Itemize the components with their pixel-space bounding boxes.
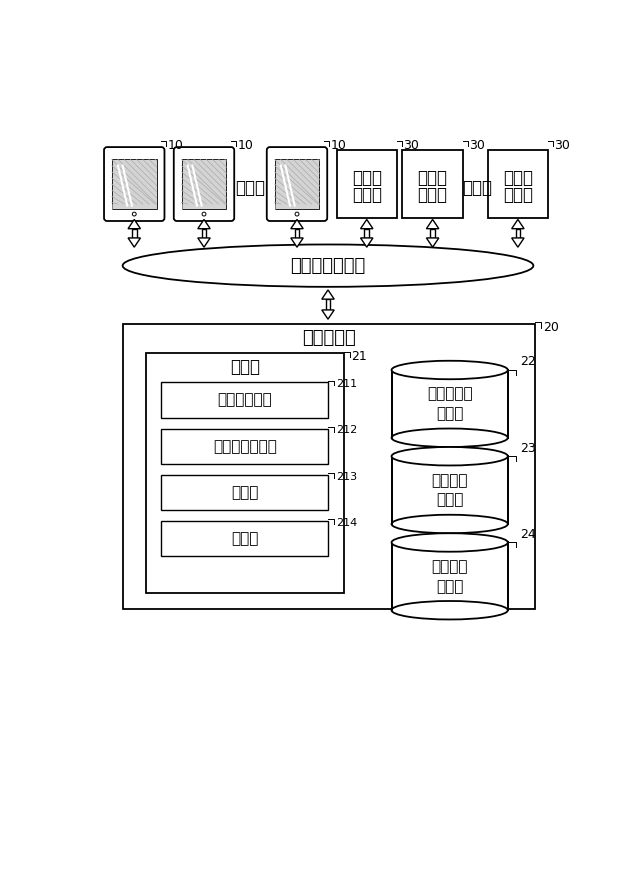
Polygon shape: [426, 238, 439, 247]
Text: カレンダ管理部: カレンダ管理部: [212, 439, 276, 454]
Text: ゲーム: ゲーム: [352, 169, 381, 187]
Polygon shape: [426, 219, 439, 228]
Text: 通知部: 通知部: [231, 485, 259, 500]
Text: 制御部: 制御部: [230, 358, 260, 376]
Polygon shape: [511, 219, 524, 228]
Polygon shape: [360, 238, 373, 247]
Ellipse shape: [123, 244, 533, 287]
Bar: [161, 383, 328, 417]
Text: ゲーム: ゲーム: [503, 169, 533, 187]
Text: 23: 23: [520, 442, 536, 455]
Text: 22: 22: [520, 355, 536, 368]
Text: 30: 30: [469, 139, 485, 153]
Bar: [202, 228, 206, 238]
Polygon shape: [511, 238, 524, 247]
Bar: [392, 456, 508, 524]
Bar: [337, 150, 397, 218]
Text: ユーザ情報
記憶部: ユーザ情報 記憶部: [427, 386, 472, 421]
Text: ・・・: ・・・: [462, 179, 492, 197]
Bar: [392, 542, 508, 610]
Ellipse shape: [392, 515, 508, 533]
Text: 21: 21: [351, 350, 367, 363]
Text: 30: 30: [554, 139, 570, 153]
FancyBboxPatch shape: [104, 147, 164, 221]
Ellipse shape: [392, 601, 508, 619]
Text: 30: 30: [403, 139, 419, 153]
Text: 214: 214: [336, 518, 357, 528]
Text: イベント
記憶部: イベント 記憶部: [431, 559, 468, 594]
Text: 同期部: 同期部: [231, 531, 259, 546]
Bar: [161, 521, 328, 557]
Text: ユーザ管理部: ユーザ管理部: [218, 392, 272, 408]
Polygon shape: [291, 238, 303, 247]
Polygon shape: [291, 219, 303, 228]
Bar: [146, 353, 344, 593]
Text: 213: 213: [336, 472, 357, 482]
Bar: [488, 150, 548, 218]
Text: ゲーム: ゲーム: [418, 169, 447, 187]
Polygon shape: [322, 290, 334, 299]
Text: 212: 212: [336, 425, 357, 435]
Text: 211: 211: [336, 379, 357, 389]
FancyBboxPatch shape: [174, 147, 234, 221]
Bar: [161, 428, 328, 464]
Text: ・・・: ・・・: [236, 179, 266, 197]
Bar: [326, 299, 330, 310]
Text: 管理サーバ: 管理サーバ: [302, 328, 356, 347]
Bar: [430, 228, 435, 238]
Ellipse shape: [392, 447, 508, 466]
Polygon shape: [360, 219, 373, 228]
Text: サーバ: サーバ: [352, 186, 381, 203]
Bar: [403, 150, 463, 218]
Text: 20: 20: [543, 321, 559, 334]
Circle shape: [202, 212, 206, 216]
Text: 10: 10: [237, 139, 253, 153]
Text: インターネット: インターネット: [291, 257, 365, 275]
Bar: [516, 228, 520, 238]
Circle shape: [295, 212, 299, 216]
Text: サーバ: サーバ: [418, 186, 447, 203]
Polygon shape: [128, 238, 140, 247]
Ellipse shape: [392, 533, 508, 552]
Bar: [392, 370, 508, 438]
Text: 10: 10: [330, 139, 346, 153]
Ellipse shape: [392, 428, 508, 447]
Bar: [275, 160, 319, 209]
Text: 24: 24: [520, 528, 536, 541]
Polygon shape: [322, 310, 334, 319]
Polygon shape: [198, 238, 210, 247]
Polygon shape: [128, 219, 140, 228]
Bar: [112, 160, 157, 209]
Circle shape: [132, 212, 136, 216]
FancyBboxPatch shape: [267, 147, 327, 221]
Bar: [132, 228, 136, 238]
Text: サーバ: サーバ: [503, 186, 533, 203]
Bar: [364, 228, 369, 238]
Bar: [161, 475, 328, 510]
Bar: [182, 160, 227, 209]
Text: 10: 10: [168, 139, 184, 153]
Polygon shape: [198, 219, 210, 228]
Text: カレンダ
記憶部: カレンダ 記憶部: [431, 473, 468, 508]
Ellipse shape: [392, 360, 508, 379]
Bar: [294, 228, 300, 238]
Bar: [123, 324, 535, 608]
